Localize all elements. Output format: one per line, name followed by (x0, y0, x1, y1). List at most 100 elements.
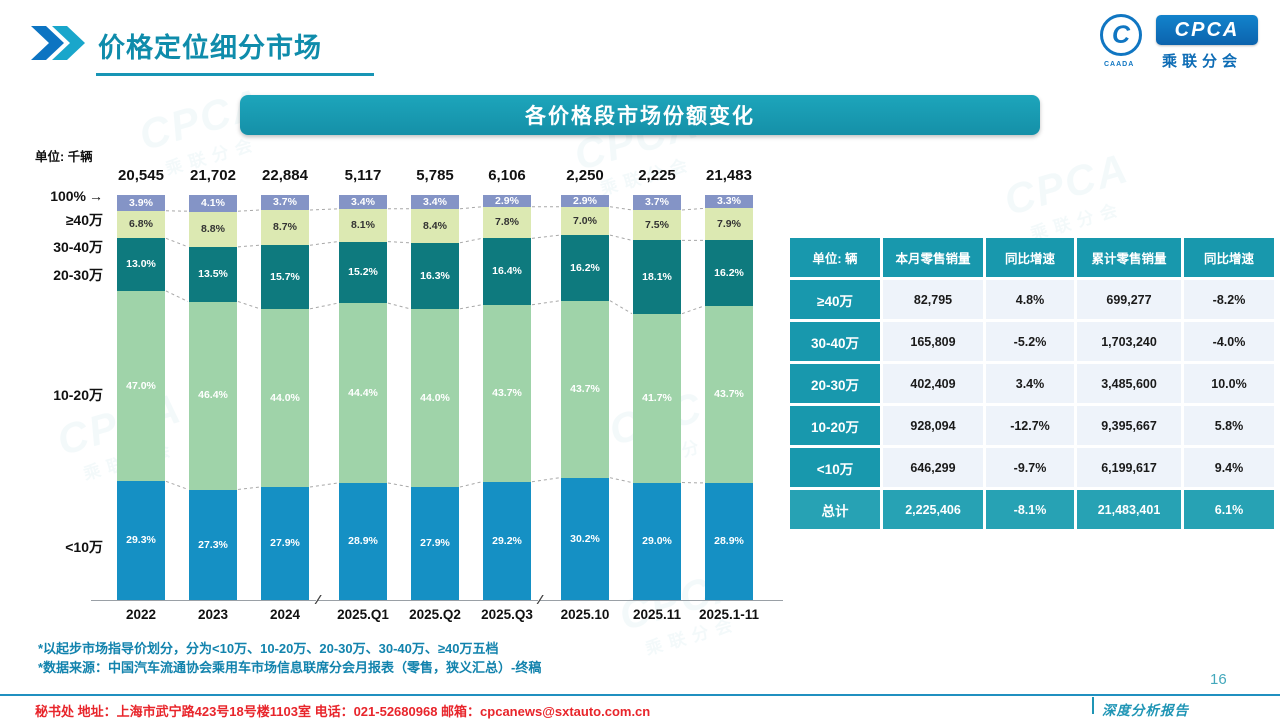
watermark-text: CPCA (998, 143, 1134, 225)
segment-<10万: 27.9% (261, 487, 309, 600)
segment-<10万: 29.2% (483, 481, 531, 600)
segment-label: 30.2% (570, 532, 600, 545)
column-header: 累计零售销量 (1077, 238, 1181, 277)
segment-≥40万: 4.1% (189, 195, 237, 212)
segment-label: 41.7% (642, 391, 672, 404)
bar-total: 2,250 (566, 167, 604, 184)
segment-label: 13.5% (198, 268, 228, 281)
segment-10-20万: 43.7% (705, 305, 753, 483)
plot-bars: 20,545 29.3% 47.0% 13.0% 6.8% 3.9% 2022 21,702 2… (91, 167, 783, 622)
segment-20-30万: 18.1% (633, 240, 681, 314)
segment-≥40万: 2.9% (483, 195, 531, 207)
bar-total: 22,884 (262, 167, 308, 184)
segment-label: 29.2% (492, 534, 522, 547)
row-label: 30-40万 (790, 322, 880, 361)
bar-total: 21,702 (190, 167, 236, 184)
segment-20-30万: 15.2% (339, 241, 387, 304)
bar-total: 5,785 (416, 167, 454, 184)
market-share-chart: 单位: 千辆 100% → ≥40万 30-40万 20-30万 10-20万 <… (35, 140, 800, 645)
segment-20-30万: 13.0% (117, 238, 165, 291)
cell-value: 2,225,406 (883, 490, 983, 529)
y-axis-label-20-30: 20-30万 (53, 267, 103, 283)
segment-label: 27.9% (270, 537, 300, 550)
row-label: <10万 (790, 448, 880, 487)
bar-total: 21,483 (706, 167, 752, 184)
segment-label: 4.1% (201, 197, 225, 210)
segment-≥40万: 3.4% (339, 195, 387, 209)
segment-label: 3.9% (129, 196, 153, 209)
segment-30-40万: 7.0% (561, 206, 609, 236)
segment-10-20万: 47.0% (117, 291, 165, 482)
segment-label: 44.4% (348, 386, 378, 399)
segment-label: 2.9% (573, 194, 597, 207)
row-label: 总计 (790, 490, 880, 529)
segment-≥40万: 3.7% (261, 195, 309, 211)
column-header: 单位: 辆 (790, 238, 880, 277)
x-axis-label: 2025.Q1 (337, 607, 389, 622)
row-label: 10-20万 (790, 406, 880, 445)
segment-label: 3.7% (645, 196, 669, 209)
segment-<10万: 29.3% (117, 481, 165, 600)
cell-value: 9,395,667 (1077, 406, 1181, 445)
cell-value: -12.7% (986, 406, 1074, 445)
segment-label: 3.4% (351, 195, 375, 208)
footnote-line: *以起步市场指导价划分，分为<10万、10-20万、20-30万、30-40万、… (38, 641, 499, 656)
cell-value: 6.1% (1184, 490, 1274, 529)
cpca-wordmark: CPCA (1156, 15, 1258, 45)
segment-label: 3.3% (717, 195, 741, 208)
row-label: ≥40万 (790, 280, 880, 319)
footer-divider (0, 694, 1280, 696)
report-type-label: 深度分析报告 (1102, 703, 1189, 718)
y-axis-label-ge40: ≥40万 (65, 212, 103, 228)
cpca-logo: C CAADA CPCA 乘联分会 (1098, 12, 1266, 72)
segment-label: 43.7% (714, 388, 744, 401)
x-axis-label: 2025.Q2 (409, 607, 461, 622)
section-banner: 各价格段市场份额变化 (240, 95, 1040, 135)
stacked-bar: 29.0% 41.7% 18.1% 7.5% 3.7% (633, 195, 681, 600)
y-axis-label-text: 100% (50, 188, 86, 204)
stacked-bar: 29.2% 43.7% 16.4% 7.8% 2.9% (483, 195, 531, 600)
segment-label: 7.5% (645, 218, 669, 231)
cell-value: 646,299 (883, 448, 983, 487)
bar-total: 5,117 (344, 167, 382, 184)
cell-value: 3.4% (986, 364, 1074, 403)
cell-value: 699,277 (1077, 280, 1181, 319)
segment-label: 13.0% (126, 258, 156, 271)
cell-value: -4.0% (1184, 322, 1274, 361)
segment-≥40万: 3.9% (117, 195, 165, 211)
y-axis-label-10-20: 10-20万 (53, 387, 103, 403)
segment-10-20万: 44.0% (261, 308, 309, 488)
cell-value: 9.4% (1184, 448, 1274, 487)
segment-20-30万: 16.4% (483, 238, 531, 305)
price-table: 单位: 辆本月零售销量 同比增速 累计零售销量 同比增速 ≥40万 82,795 4.8% 6… (790, 238, 1274, 529)
segment-label: 8.4% (423, 219, 447, 232)
unit-label: 单位: 千辆 (35, 150, 93, 164)
segment-label: 3.4% (423, 195, 447, 208)
segment-≥40万: 3.3% (705, 195, 753, 209)
bar-total: 20,545 (118, 167, 164, 184)
segment-label: 6.8% (129, 218, 153, 231)
segment-30-40万: 7.9% (705, 208, 753, 241)
cell-value: 402,409 (883, 364, 983, 403)
bar-total: 2,225 (638, 167, 676, 184)
segment-label: 28.9% (348, 535, 378, 548)
cell-value: 4.8% (986, 280, 1074, 319)
segment-10-20万: 44.4% (339, 303, 387, 483)
double-chevron-icon (31, 26, 85, 60)
segment-label: 46.4% (198, 389, 228, 402)
segment-20-30万: 13.5% (189, 247, 237, 302)
stacked-bar: 30.2% 43.7% 16.2% 7.0% 2.9% (561, 195, 609, 600)
x-axis-label: 2025.1-11 (698, 607, 760, 622)
footnote-line: *数据来源：中国汽车流通协会乘用车市场信息联席分会月报表（零售，狭义汇总）-终稿 (38, 659, 542, 675)
cell-value: 5.8% (1184, 406, 1274, 445)
segment-label: 18.1% (642, 270, 672, 283)
x-axis-label: 2025.Q3 (481, 607, 533, 622)
stacked-bar: 27.9% 44.0% 16.3% 8.4% 3.4% (411, 195, 459, 600)
segment-label: 16.2% (570, 261, 600, 274)
segment-label: 7.8% (495, 216, 519, 229)
emblem-caption: CAADA (1104, 61, 1135, 68)
segment-label: 16.3% (420, 269, 450, 282)
segment-label: 8.1% (351, 218, 375, 231)
cell-value: -8.2% (1184, 280, 1274, 319)
segment-20-30万: 16.2% (705, 240, 753, 306)
